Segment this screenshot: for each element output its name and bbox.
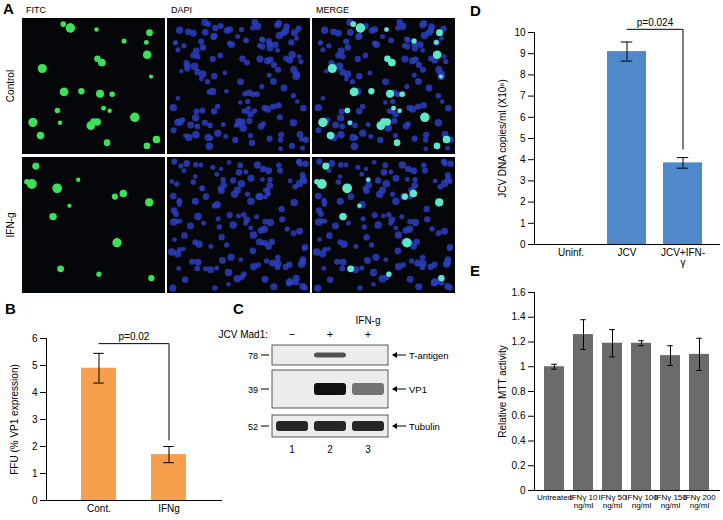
svg-text:0.4: 0.4 <box>512 435 526 446</box>
svg-text:JCV+IFN-γ: JCV+IFN-γ <box>661 247 705 268</box>
svg-text:IFN-g: IFN-g <box>5 213 16 238</box>
svg-text:Untreated: Untreated <box>537 493 572 502</box>
svg-text:Uninf.: Uninf. <box>558 247 584 258</box>
svg-text:p=0.02: p=0.02 <box>119 331 150 342</box>
svg-text:−: − <box>289 328 295 340</box>
svg-text:2: 2 <box>327 444 333 455</box>
svg-text:9: 9 <box>520 48 526 59</box>
svg-text:2: 2 <box>520 196 526 207</box>
svg-text:JCV Mad1:: JCV Mad1: <box>219 329 268 340</box>
svg-text:7: 7 <box>520 90 526 101</box>
svg-text:52: 52 <box>248 422 258 432</box>
svg-text:0.2: 0.2 <box>512 460 526 471</box>
svg-text:IFNγ 10ng/ml: IFNγ 10ng/ml <box>569 493 598 510</box>
svg-text:3: 3 <box>32 414 38 425</box>
svg-text:1.2: 1.2 <box>512 336 526 347</box>
html-text:B: B <box>5 300 16 317</box>
svg-text:0: 0 <box>520 485 526 496</box>
svg-text:6: 6 <box>32 333 38 344</box>
svg-text:Control: Control <box>5 70 16 102</box>
svg-text:10: 10 <box>514 27 526 38</box>
svg-text:IFNγ 50ng/ml: IFNγ 50ng/ml <box>598 493 627 510</box>
html-text:D: D <box>470 2 481 19</box>
svg-text:p=0.024: p=0.024 <box>637 17 674 28</box>
html-text:ng/ml: ng/ml <box>660 501 681 511</box>
svg-text:VP1: VP1 <box>409 384 427 395</box>
html-text:IFNγ 100: IFNγ 100 <box>625 493 658 503</box>
svg-text:5: 5 <box>32 360 38 371</box>
svg-text:1: 1 <box>289 444 295 455</box>
html-text:ng/ml: ng/ml <box>631 501 652 511</box>
svg-text:T-antigen: T-antigen <box>409 350 449 361</box>
svg-text:+: + <box>327 328 333 340</box>
svg-text:39: 39 <box>248 385 258 395</box>
svg-text:FFU (% VP1 expression): FFU (% VP1 expression) <box>9 364 20 475</box>
html-text:C: C <box>233 300 244 317</box>
svg-text:1: 1 <box>32 468 38 479</box>
svg-text:IFNγ 200ng/ml: IFNγ 200ng/ml <box>683 493 716 510</box>
svg-text:1.6: 1.6 <box>512 287 526 298</box>
svg-text:MERGE: MERGE <box>316 5 349 15</box>
svg-text:DAPI: DAPI <box>171 5 192 15</box>
svg-text:1.4: 1.4 <box>512 311 526 322</box>
svg-text:JCV: JCV <box>618 247 637 258</box>
svg-text:Relative MTT activity: Relative MTT activity <box>497 345 508 438</box>
svg-text:IFN-g: IFN-g <box>356 315 381 326</box>
svg-text:5: 5 <box>520 133 526 144</box>
svg-text:Cont.: Cont. <box>87 503 111 514</box>
svg-text:0: 0 <box>32 495 38 506</box>
svg-text:FITC: FITC <box>26 5 46 15</box>
svg-text:4: 4 <box>520 154 526 165</box>
svg-text:Tubulin: Tubulin <box>409 421 440 432</box>
svg-text:+: + <box>365 328 371 340</box>
svg-text:1: 1 <box>520 218 526 229</box>
html-text:A: A <box>3 0 14 17</box>
svg-text:1: 1 <box>520 361 526 372</box>
svg-text:6: 6 <box>520 112 526 123</box>
svg-text:3: 3 <box>520 175 526 186</box>
svg-text:IFNg: IFNg <box>158 503 180 514</box>
html-text:IFNγ 150: IFNγ 150 <box>654 493 687 503</box>
svg-text:0: 0 <box>520 239 526 250</box>
svg-text:0.6: 0.6 <box>512 410 526 421</box>
svg-text:4: 4 <box>32 387 38 398</box>
svg-text:2: 2 <box>32 441 38 452</box>
svg-text:0.8: 0.8 <box>512 386 526 397</box>
svg-text:78: 78 <box>248 351 258 361</box>
svg-text:JCV DNA copies/ml (X10⁶): JCV DNA copies/ml (X10⁶) <box>497 79 508 198</box>
svg-text:8: 8 <box>520 69 526 80</box>
svg-text:3: 3 <box>365 444 371 455</box>
html-text:E: E <box>470 262 480 279</box>
